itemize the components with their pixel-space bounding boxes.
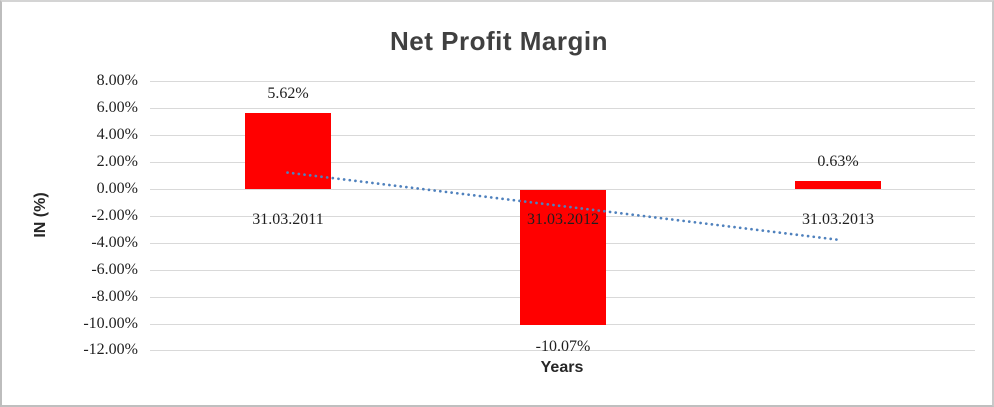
y-tick-label: -12.00% bbox=[83, 341, 138, 358]
data-label-31.03.2012: -10.07% bbox=[535, 338, 591, 355]
gridline--12.00% bbox=[150, 350, 975, 351]
x-axis-title: Years bbox=[540, 359, 584, 376]
bar-31.03.2011 bbox=[245, 113, 331, 189]
y-tick-label: 8.00% bbox=[96, 72, 138, 89]
y-tick-label: -4.00% bbox=[91, 234, 138, 251]
y-tick-label: 4.00% bbox=[96, 126, 138, 143]
y-tick-label: -2.00% bbox=[91, 207, 138, 224]
gridline-4.00% bbox=[150, 135, 975, 136]
y-tick-label: -10.00% bbox=[83, 315, 138, 332]
chart-title: Net Profit Margin bbox=[390, 26, 608, 56]
y-tick-label: 6.00% bbox=[96, 99, 138, 116]
y-tick-label: 0.00% bbox=[96, 180, 138, 197]
data-label-31.03.2011: 5.62% bbox=[267, 85, 309, 102]
gridline-6.00% bbox=[150, 108, 975, 109]
gridline-8.00% bbox=[150, 81, 975, 82]
category-label-31.03.2013: 31.03.2013 bbox=[802, 211, 874, 228]
category-label-31.03.2011: 31.03.2011 bbox=[252, 211, 324, 228]
data-label-31.03.2013: 0.63% bbox=[817, 153, 859, 170]
gridline-2.00% bbox=[150, 162, 975, 163]
category-label-31.03.2012: 31.03.2012 bbox=[527, 211, 599, 228]
y-tick-label: 2.00% bbox=[96, 153, 138, 170]
y-tick-label: -6.00% bbox=[91, 261, 138, 278]
bar-31.03.2013 bbox=[795, 181, 881, 189]
y-tick-label: -8.00% bbox=[91, 288, 138, 305]
